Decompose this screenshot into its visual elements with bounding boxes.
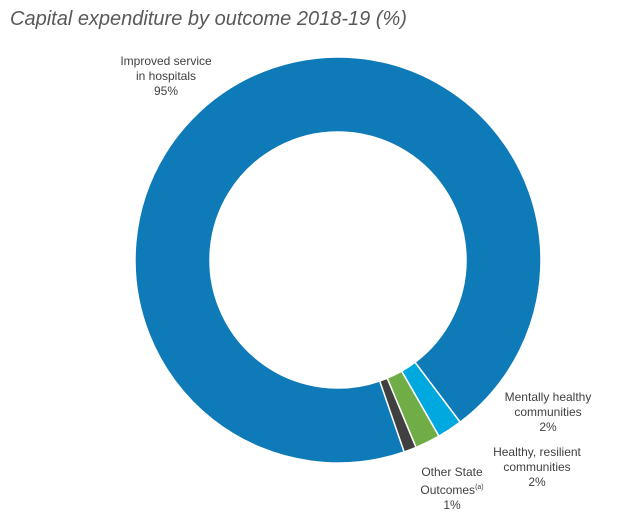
label-line-with-footnote: Outcomes(a) <box>392 480 512 498</box>
label-value: 95% <box>153 84 179 98</box>
label-line: communities <box>514 405 582 419</box>
label-value: 2% <box>539 420 557 434</box>
label-line: Healthy, resilient <box>493 445 581 459</box>
label-line: in hospitals <box>135 69 197 83</box>
label-line: Mentally healthy <box>504 390 592 404</box>
donut-slice-improved-service-in-hospitals <box>134 56 542 464</box>
label-line: Other State <box>421 465 483 479</box>
slice-label-other-state-outcomes: Other State Outcomes(a) 1% <box>392 465 512 513</box>
label-line: communities <box>503 460 571 474</box>
label-line: Improved service <box>120 54 212 68</box>
label-value: 1% <box>443 498 461 512</box>
footnote-marker: (a) <box>475 484 484 491</box>
label-value: 2% <box>528 475 546 489</box>
chart-title: Capital expenditure by outcome 2018-19 (… <box>10 8 407 30</box>
slice-label-mentally-healthy-communities: Mentally healthy communities 2% <box>483 390 613 435</box>
slice-label-improved-service-in-hospitals: Improved service in hospitals 95% <box>106 54 226 99</box>
label-text: Outcomes <box>420 483 476 497</box>
slice-label-healthy-resilient-communities: Healthy, resilient communities 2% <box>472 445 602 490</box>
